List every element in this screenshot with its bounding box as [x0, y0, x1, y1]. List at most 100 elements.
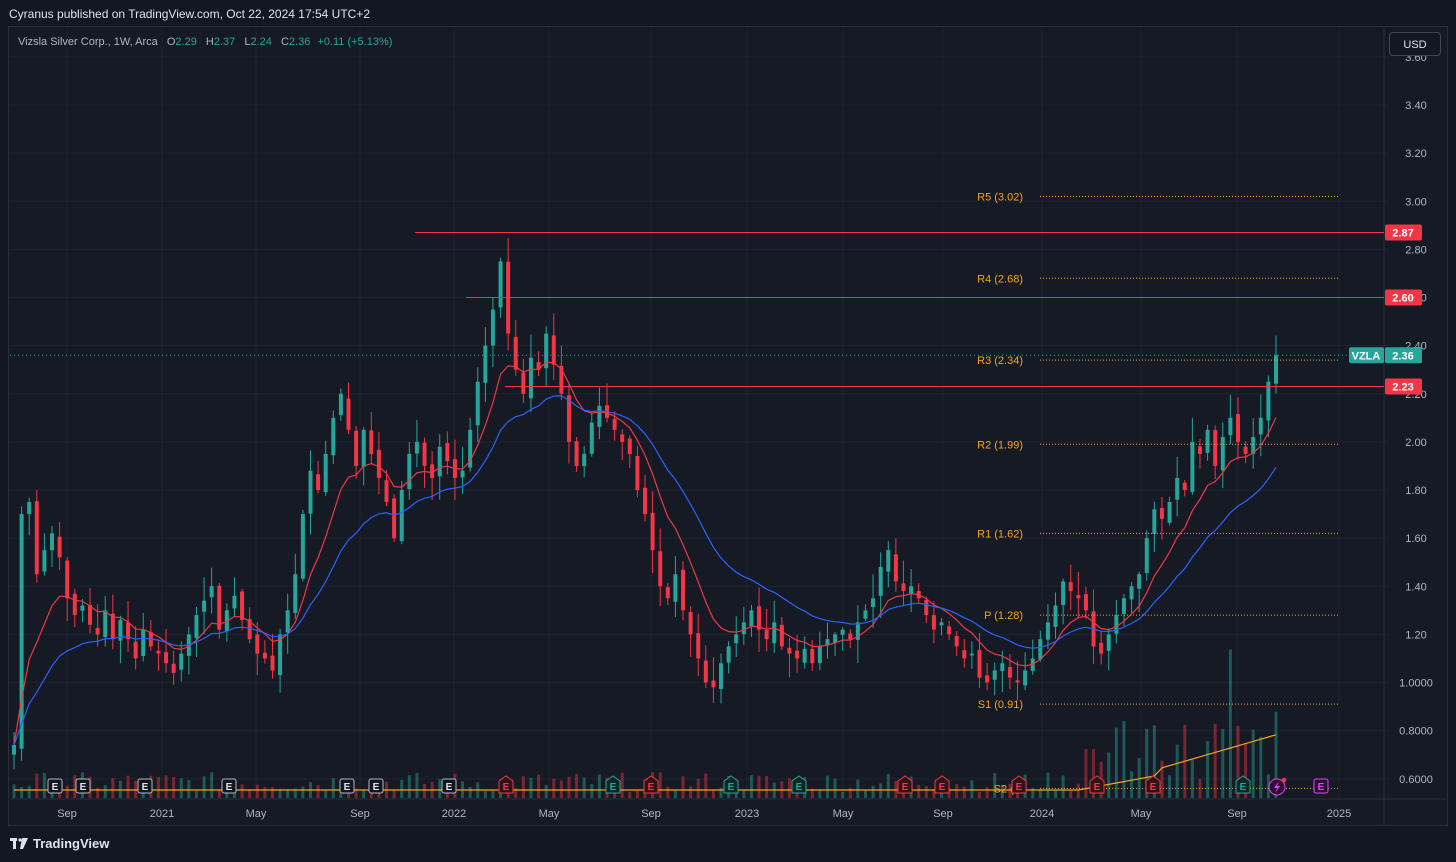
earnings-marker[interactable]: E [1235, 775, 1251, 794]
symbol-name[interactable]: Vizsla Silver Corp., 1W, Arca [18, 36, 158, 48]
earnings-marker[interactable]: E [897, 775, 913, 794]
earnings-marker[interactable]: E [137, 778, 153, 794]
candle-body [65, 560, 70, 599]
candle-body [247, 619, 252, 640]
candle-body [1007, 667, 1012, 678]
volume-bar [1076, 783, 1080, 798]
candle-body [1106, 634, 1111, 651]
lightning-shape [1274, 781, 1280, 793]
volume-bar [1244, 743, 1248, 798]
candle-body [285, 610, 290, 633]
volume-bar [172, 777, 176, 798]
volume-bar [1092, 749, 1096, 798]
earnings-label: E [1094, 782, 1101, 793]
volume-bar [286, 789, 290, 798]
candle-body [749, 610, 754, 627]
candle-body [833, 634, 838, 644]
candle-body [741, 622, 746, 635]
candle-body [521, 372, 526, 394]
pivot-label: R1 (1.62) [977, 528, 1023, 540]
earnings-marker[interactable]: E [75, 778, 91, 794]
y-tick-label: 3.40 [1405, 100, 1426, 112]
volume-bar [825, 775, 829, 798]
candle-body [194, 615, 199, 638]
tradingview-logo[interactable]: TradingView [10, 836, 109, 851]
currency-button[interactable]: USD [1389, 32, 1441, 56]
volume-bar [673, 790, 677, 798]
earnings-label: E [373, 782, 380, 793]
candle-body [57, 536, 62, 558]
candle-body [407, 453, 412, 490]
lightning-event-icon[interactable] [1268, 777, 1287, 796]
candle-body [338, 393, 343, 416]
candle-body [1038, 639, 1043, 660]
volume-bar [423, 783, 427, 798]
earnings-marker[interactable]: E [47, 778, 63, 794]
earnings-marker[interactable]: E [368, 778, 384, 794]
earnings-marker[interactable]: E [643, 775, 659, 794]
x-tick-label: Sep [641, 808, 661, 820]
open-value: 2.29 [175, 36, 197, 48]
earnings-marker[interactable]: E [1011, 775, 1027, 794]
earnings-marker[interactable]: E [1313, 778, 1329, 794]
y-tick-label: 1.80 [1405, 485, 1426, 497]
pivot-label: R3 (2.34) [977, 355, 1023, 367]
candle-body [825, 639, 830, 646]
volume-bar [491, 789, 495, 798]
volume-bar [833, 778, 837, 798]
x-tick-label: Sep [933, 808, 953, 820]
earnings-marker[interactable]: E [723, 775, 739, 794]
x-tick-label: Sep [350, 808, 370, 820]
earnings-marker[interactable]: E [1145, 775, 1161, 794]
volume-bar [164, 775, 168, 798]
earnings-marker[interactable]: E [221, 778, 237, 794]
volume-bar [993, 773, 997, 798]
earnings-marker[interactable]: E [339, 778, 355, 794]
candle-body [262, 652, 267, 659]
earnings-marker[interactable]: E [605, 775, 621, 794]
candle-body [734, 634, 739, 644]
earnings-marker[interactable]: E [498, 775, 514, 794]
volume-bar [924, 786, 928, 798]
candle-body [270, 655, 275, 671]
earnings-label: E [728, 782, 735, 793]
y-tick-label: 3.20 [1405, 148, 1426, 160]
earnings-marker[interactable]: E [1089, 775, 1105, 794]
earnings-marker[interactable]: E [441, 778, 457, 794]
earnings-label: E [1016, 782, 1023, 793]
volume-bar [270, 787, 274, 798]
candle-body [977, 649, 982, 678]
volume-bar [529, 777, 533, 798]
candle-body [764, 630, 769, 640]
volume-bar [301, 786, 305, 798]
volume-bar [810, 788, 814, 798]
earnings-marker[interactable]: E [791, 775, 807, 794]
candle-body [50, 533, 55, 551]
volume-bar [347, 790, 351, 798]
candle-body [612, 418, 617, 430]
candle-body [886, 550, 891, 572]
candle-body [513, 336, 518, 370]
candle-body [909, 586, 914, 595]
earnings-badge [1313, 778, 1329, 794]
candle-body [1152, 509, 1157, 534]
earnings-badge [47, 778, 63, 794]
candle-body [1144, 538, 1149, 574]
volume-bar [552, 778, 556, 798]
candle-body [126, 622, 131, 640]
volume-bar [1160, 760, 1164, 798]
candle-body [445, 442, 450, 462]
candle-body [536, 362, 541, 370]
earnings-badge [605, 775, 621, 794]
change-value: +0.11 (+5.13%) [317, 36, 393, 48]
earnings-label: E [226, 782, 233, 793]
candle-body [582, 453, 587, 467]
candle-body [681, 569, 686, 611]
candle-body [209, 586, 214, 598]
earnings-marker[interactable]: E [934, 775, 950, 794]
volume-bar [1084, 749, 1088, 798]
published-info: Cyranus published on TradingView.com, Oc… [9, 7, 370, 21]
candle-body [1243, 446, 1248, 454]
earnings-label: E [648, 782, 655, 793]
